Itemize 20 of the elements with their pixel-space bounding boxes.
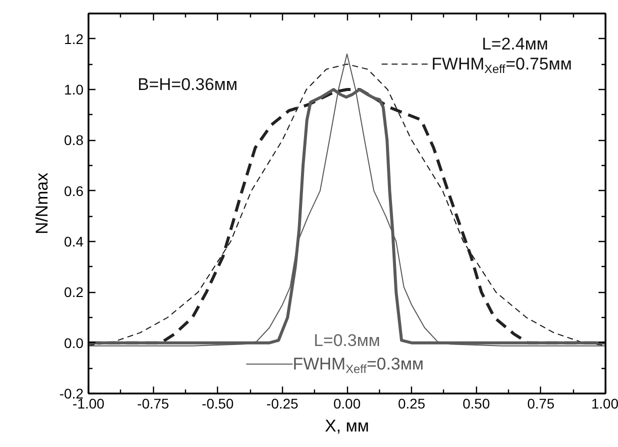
annotation: L=0.3мм xyxy=(314,330,380,350)
x-axis-title: X, мм xyxy=(324,416,370,436)
y-tick-label: 0.4 xyxy=(64,234,84,250)
x-tick-label: -0.75 xyxy=(137,396,170,412)
x-tick-label: 0.25 xyxy=(398,396,426,412)
y-tick-label: 1.0 xyxy=(64,82,84,98)
x-tick-label: 1.00 xyxy=(591,396,618,412)
annotation: B=H=0.36мм xyxy=(138,74,238,94)
y-tick-label: 0.8 xyxy=(64,132,84,148)
x-tick-label: -0.25 xyxy=(266,396,299,412)
x-tick-label: -0.50 xyxy=(202,396,234,412)
y-tick-label: 0.2 xyxy=(64,284,84,300)
y-tick-label: 0.0 xyxy=(64,334,84,351)
annotation: L=2.4мм xyxy=(482,34,548,54)
x-tick-label: 0.50 xyxy=(462,396,490,412)
x-tick-label: 0.75 xyxy=(527,396,555,412)
y-tick-label: 1.2 xyxy=(64,30,84,47)
y-tick-label: 0.6 xyxy=(64,182,84,199)
y-axis-title: N/Nmax xyxy=(32,172,52,234)
x-tick-label: 0.00 xyxy=(333,396,361,412)
